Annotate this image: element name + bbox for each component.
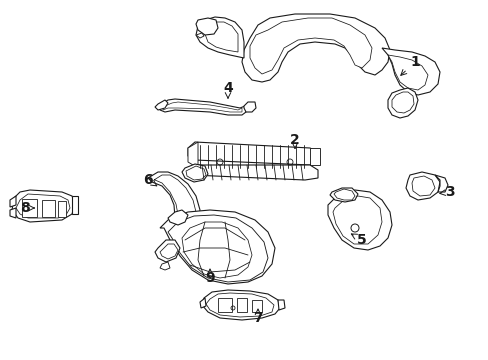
Polygon shape bbox=[333, 189, 354, 200]
Polygon shape bbox=[327, 190, 391, 250]
Polygon shape bbox=[160, 244, 178, 259]
Polygon shape bbox=[16, 194, 70, 218]
Polygon shape bbox=[155, 100, 168, 110]
Bar bbox=[22, 199, 37, 217]
Polygon shape bbox=[332, 196, 381, 244]
Text: 3: 3 bbox=[444, 185, 454, 199]
Polygon shape bbox=[160, 210, 274, 284]
Polygon shape bbox=[387, 88, 417, 118]
Polygon shape bbox=[411, 176, 434, 196]
Text: 5: 5 bbox=[356, 233, 366, 247]
Text: 7: 7 bbox=[253, 311, 262, 325]
Polygon shape bbox=[154, 175, 196, 224]
Polygon shape bbox=[160, 262, 170, 270]
Polygon shape bbox=[434, 175, 447, 192]
Polygon shape bbox=[196, 33, 203, 38]
Text: 2: 2 bbox=[289, 133, 299, 147]
Polygon shape bbox=[204, 22, 238, 52]
Bar bbox=[218, 298, 231, 312]
Polygon shape bbox=[72, 196, 78, 214]
Polygon shape bbox=[187, 142, 317, 165]
Polygon shape bbox=[168, 215, 267, 282]
Polygon shape bbox=[12, 190, 75, 222]
Polygon shape bbox=[249, 18, 371, 74]
Text: 8: 8 bbox=[20, 201, 30, 215]
Polygon shape bbox=[187, 142, 198, 168]
Polygon shape bbox=[196, 17, 244, 58]
Polygon shape bbox=[10, 196, 16, 207]
Bar bbox=[58, 201, 66, 217]
Polygon shape bbox=[278, 300, 285, 310]
Polygon shape bbox=[163, 102, 242, 112]
Polygon shape bbox=[202, 290, 280, 320]
Polygon shape bbox=[309, 148, 319, 165]
Polygon shape bbox=[155, 240, 180, 262]
Polygon shape bbox=[196, 18, 218, 35]
Polygon shape bbox=[182, 222, 251, 278]
Polygon shape bbox=[405, 172, 439, 200]
Polygon shape bbox=[160, 99, 245, 115]
Polygon shape bbox=[381, 48, 439, 95]
Polygon shape bbox=[10, 208, 16, 218]
Polygon shape bbox=[182, 164, 207, 182]
Text: 4: 4 bbox=[223, 81, 232, 95]
Polygon shape bbox=[205, 293, 273, 317]
Text: 6: 6 bbox=[143, 173, 153, 187]
Polygon shape bbox=[242, 14, 389, 82]
Bar bbox=[251, 300, 262, 312]
Text: 1: 1 bbox=[409, 55, 419, 69]
Polygon shape bbox=[387, 55, 427, 90]
Polygon shape bbox=[391, 92, 413, 113]
Polygon shape bbox=[187, 165, 317, 180]
Polygon shape bbox=[148, 172, 200, 228]
Polygon shape bbox=[200, 298, 205, 308]
Polygon shape bbox=[185, 166, 205, 180]
Polygon shape bbox=[168, 210, 187, 225]
Polygon shape bbox=[329, 188, 357, 202]
Polygon shape bbox=[244, 102, 256, 112]
Bar bbox=[42, 200, 55, 217]
Text: 9: 9 bbox=[205, 271, 214, 285]
Bar bbox=[237, 298, 246, 312]
